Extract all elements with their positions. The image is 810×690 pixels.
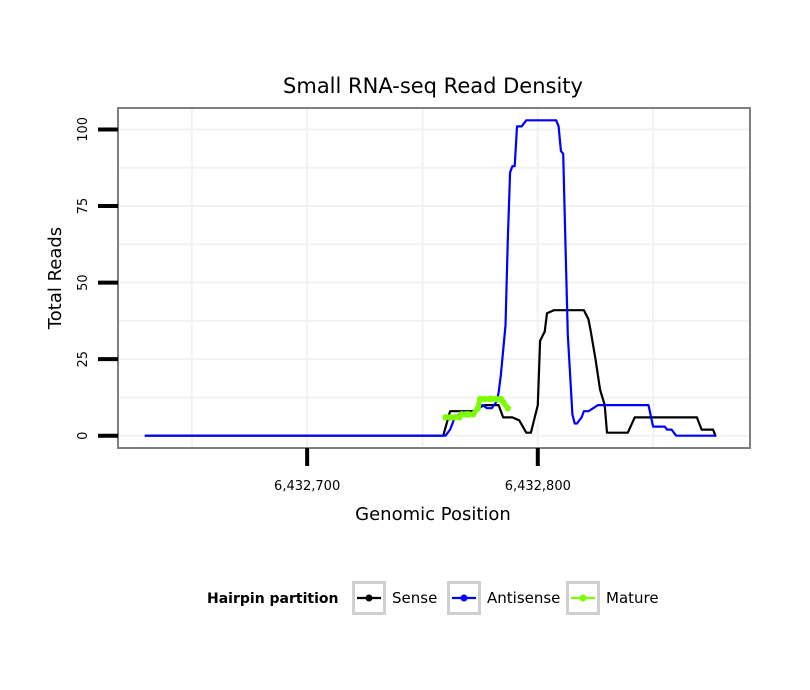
series-layer	[144, 119, 717, 437]
mature-point	[442, 414, 449, 421]
mature-point	[476, 395, 484, 403]
chart-title: Small RNA-seq Read Density	[283, 74, 583, 98]
axes: 0 25 50 75 100 6,432,700 6,432,800	[76, 117, 571, 494]
mature-point	[493, 395, 500, 403]
legend-label: Mature	[606, 589, 659, 607]
legend-key-point	[365, 594, 373, 602]
mature-point	[451, 414, 458, 421]
legend-item-mature: Mature	[566, 581, 659, 615]
legend-item-sense: Sense	[352, 581, 437, 615]
legend-label: Antisense	[487, 589, 560, 607]
mature-point	[504, 404, 512, 412]
mature-point	[481, 395, 488, 403]
legend-key-point	[579, 594, 587, 602]
x-tick-label: 6,432,700	[274, 479, 340, 494]
y-axis-label: Total Reads	[45, 227, 66, 330]
mature-point	[488, 395, 495, 403]
y-tick-label: 100	[76, 117, 91, 142]
legend-items: Sense Antisense Mature	[352, 581, 659, 615]
plot-panel-border	[117, 107, 751, 449]
y-tick-label: 75	[76, 198, 91, 215]
legend-title: Hairpin partition	[207, 591, 338, 607]
y-tick-label: 50	[76, 274, 91, 291]
mature-point	[470, 411, 477, 418]
y-tick-label: 0	[76, 432, 91, 440]
x-axis-label: Genomic Position	[355, 504, 511, 525]
series-line-antisense	[144, 119, 717, 437]
mature-point	[458, 411, 465, 418]
mature-point	[465, 411, 472, 418]
legend: Hairpin partition Sense Antisense Mature	[207, 581, 659, 615]
legend-label: Sense	[392, 589, 437, 607]
legend-item-antisense: Antisense	[447, 581, 560, 615]
legend-key-point	[460, 594, 468, 602]
x-tick-label: 6,432,800	[505, 479, 571, 494]
mature-point	[499, 398, 507, 406]
y-tick-label: 25	[76, 351, 91, 368]
mature-point	[446, 414, 454, 421]
mature-point	[474, 404, 482, 412]
